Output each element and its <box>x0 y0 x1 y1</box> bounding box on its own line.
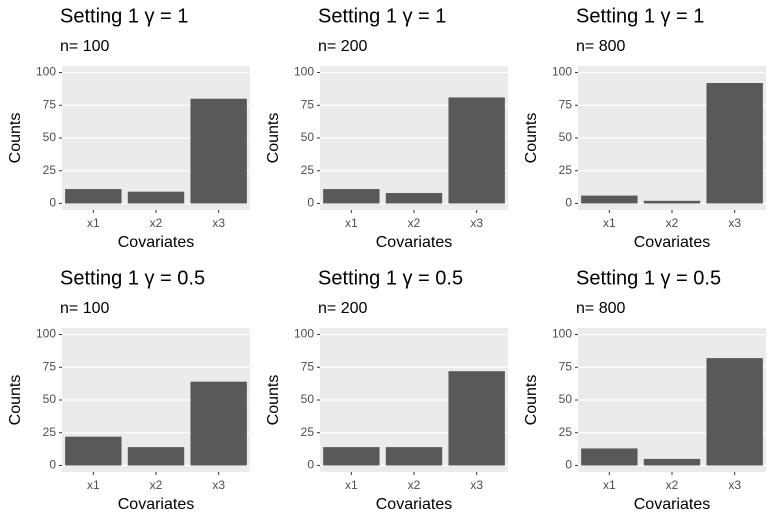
y-axis-label: Counts <box>265 375 282 426</box>
panel: Setting 1 γ = 0.5 n= 800 0 25 50 75 100 x1 x2 x3 C… <box>523 267 766 513</box>
x-tick-label: x1 <box>603 478 616 492</box>
bar <box>643 458 701 466</box>
panel: Setting 1 γ = 1 n= 800 0 25 50 75 100 x1 x2 x3 Cov… <box>523 5 766 251</box>
x-tick-label: x3 <box>728 478 741 492</box>
x-tick-label: x3 <box>728 216 741 230</box>
y-tick-label: 75 <box>43 359 57 373</box>
y-tick-label: 75 <box>43 97 57 111</box>
x-tick-label: x2 <box>666 216 679 230</box>
x-tick-label: x1 <box>87 478 100 492</box>
x-tick-label: x2 <box>408 216 421 230</box>
chart-title: Setting 1 γ = 1 <box>60 5 188 27</box>
y-tick-label: 25 <box>301 425 315 439</box>
chart-subtitle: n= 800 <box>576 300 625 317</box>
panel: Setting 1 γ = 0.5 n= 200 0 25 50 75 100 x1 x2 x3 C… <box>265 267 508 513</box>
x-tick-label: x2 <box>150 478 163 492</box>
panel: Setting 1 γ = 0.5 n= 100 0 25 50 75 100 x1 x2 x3 C… <box>7 267 250 513</box>
bar <box>65 436 122 466</box>
chart-subtitle: n= 200 <box>318 300 367 317</box>
x-tick-label: x3 <box>212 216 225 230</box>
y-tick-label: 50 <box>301 130 315 144</box>
x-axis-label: Covariates <box>634 234 710 251</box>
y-tick-label: 0 <box>307 196 314 210</box>
bar <box>706 358 763 466</box>
y-tick-label: 100 <box>552 327 572 341</box>
x-axis-label: Covariates <box>118 234 194 251</box>
y-tick-label: 50 <box>43 392 57 406</box>
chart-title: Setting 1 γ = 0.5 <box>318 267 463 289</box>
y-tick-label: 0 <box>307 458 314 472</box>
y-tick-label: 0 <box>49 458 56 472</box>
y-tick-label: 75 <box>301 97 315 111</box>
y-tick-label: 100 <box>552 65 572 79</box>
bar <box>581 195 638 204</box>
bar <box>190 381 247 466</box>
x-tick-label: x1 <box>87 216 100 230</box>
chart-subtitle: n= 200 <box>318 38 367 55</box>
bar <box>65 189 122 204</box>
bar <box>323 447 380 466</box>
x-axis-label: Covariates <box>118 496 194 513</box>
y-tick-label: 0 <box>565 196 572 210</box>
y-tick-label: 100 <box>294 65 314 79</box>
chart-title: Setting 1 γ = 0.5 <box>60 267 205 289</box>
bar <box>706 83 763 204</box>
y-tick-label: 25 <box>559 163 573 177</box>
bar <box>323 189 380 204</box>
x-tick-label: x3 <box>212 478 225 492</box>
bar <box>643 200 701 204</box>
x-tick-label: x1 <box>603 216 616 230</box>
x-axis-label: Covariates <box>376 496 452 513</box>
x-tick-label: x3 <box>470 478 483 492</box>
y-tick-label: 50 <box>43 130 57 144</box>
y-axis-label: Counts <box>7 113 24 164</box>
y-tick-label: 0 <box>565 458 572 472</box>
x-tick-label: x3 <box>470 216 483 230</box>
x-axis-label: Covariates <box>634 496 710 513</box>
chart-title: Setting 1 γ = 1 <box>318 5 446 27</box>
y-tick-label: 0 <box>49 196 56 210</box>
chart-subtitle: n= 800 <box>576 38 625 55</box>
y-tick-label: 100 <box>294 327 314 341</box>
bar <box>448 97 505 204</box>
bar <box>581 448 638 466</box>
panel: Setting 1 γ = 1 n= 200 0 25 50 75 100 x1 x2 x3 Cov… <box>265 5 508 251</box>
y-tick-label: 75 <box>301 359 315 373</box>
x-axis-label: Covariates <box>376 234 452 251</box>
y-tick-label: 50 <box>559 392 573 406</box>
y-axis-label: Counts <box>523 375 540 426</box>
chart-title: Setting 1 γ = 1 <box>576 5 704 27</box>
y-tick-label: 100 <box>36 327 56 341</box>
bar <box>385 447 443 466</box>
bar <box>448 371 505 466</box>
x-tick-label: x1 <box>345 478 358 492</box>
y-tick-label: 50 <box>559 130 573 144</box>
x-tick-label: x2 <box>408 478 421 492</box>
y-axis-label: Counts <box>7 375 24 426</box>
bar <box>190 98 247 204</box>
chart-subtitle: n= 100 <box>60 300 109 317</box>
x-tick-label: x1 <box>345 216 358 230</box>
y-tick-label: 100 <box>36 65 56 79</box>
y-tick-label: 25 <box>559 425 573 439</box>
x-tick-label: x2 <box>666 478 679 492</box>
chart-title: Setting 1 γ = 0.5 <box>576 267 721 289</box>
y-tick-label: 50 <box>301 392 315 406</box>
x-tick-label: x2 <box>150 216 163 230</box>
y-tick-label: 25 <box>43 163 57 177</box>
y-axis-label: Counts <box>523 113 540 164</box>
chart-subtitle: n= 100 <box>60 38 109 55</box>
panel: Setting 1 γ = 1 n= 100 0 25 50 75 100 x1 x2 x3 Cov… <box>7 5 250 251</box>
y-tick-label: 75 <box>559 359 573 373</box>
y-tick-label: 25 <box>301 163 315 177</box>
bar <box>127 191 185 204</box>
y-tick-label: 25 <box>43 425 57 439</box>
y-tick-label: 75 <box>559 97 573 111</box>
y-axis-label: Counts <box>265 113 282 164</box>
bar <box>127 447 185 466</box>
bar <box>385 192 443 204</box>
